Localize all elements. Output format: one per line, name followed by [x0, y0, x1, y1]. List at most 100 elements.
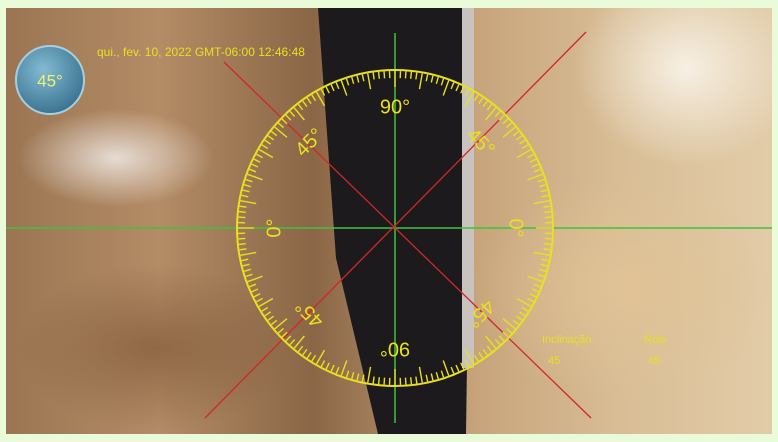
dial-label: 0° [263, 218, 285, 237]
dial-tick [372, 376, 375, 384]
dial-tick [285, 335, 292, 342]
dial-tick [521, 144, 529, 150]
dial-tick [356, 75, 360, 83]
dial-tick [498, 114, 505, 121]
dial-tick [464, 91, 475, 107]
timestamp: qui., fev. 10, 2022 GMT-06:00 12:46:48 [97, 45, 305, 59]
dial-tick [430, 75, 434, 83]
dial-ring [236, 69, 554, 387]
dial-tick [533, 200, 550, 205]
dial-tick [264, 139, 272, 145]
dial-tick [330, 84, 335, 92]
dial-tick [285, 114, 292, 121]
dial-tick [253, 293, 261, 298]
dial-tick [543, 205, 551, 208]
dial-tick [297, 345, 304, 353]
dial-tick [527, 173, 543, 181]
dial-tick [245, 178, 253, 183]
dial-tick [311, 354, 317, 362]
dial-tick [502, 331, 509, 338]
dial-tick [409, 71, 413, 79]
dial-tick [356, 373, 360, 381]
dial-tick [277, 327, 284, 334]
dial-tick [239, 248, 247, 251]
dial-tick [258, 148, 274, 159]
dial-tick [320, 360, 326, 367]
dial-tick [533, 251, 550, 256]
dial-tick [506, 122, 513, 129]
dial-tick [241, 194, 249, 198]
dial-tick [418, 366, 423, 383]
dial-tick [415, 72, 418, 80]
dial-tick [485, 107, 497, 121]
dial-tick [515, 315, 523, 321]
dial-tick [325, 362, 330, 370]
dial-tick [302, 348, 308, 356]
dial-tick [440, 370, 445, 378]
post-edge [462, 8, 474, 368]
dial-tick [240, 251, 257, 256]
dial-tick [527, 153, 534, 159]
dial-tick [460, 362, 465, 370]
dial-tick [537, 178, 545, 183]
dial-tick [494, 110, 501, 117]
dial-tick [335, 366, 340, 374]
dial-tick [482, 348, 488, 356]
readout-label: Rolo [644, 334, 667, 346]
dial-tick [345, 370, 350, 378]
dial-tick [267, 315, 275, 321]
dial-tick [425, 374, 429, 382]
dial-tick [478, 97, 484, 105]
dial-tick [351, 76, 355, 85]
dial-tick [531, 288, 539, 293]
dial-tick [502, 318, 516, 330]
dial-tick [261, 144, 269, 150]
dial-tick [538, 184, 547, 188]
dial-tick [245, 273, 253, 278]
dial-tick [442, 80, 450, 96]
dial-tick [425, 74, 429, 82]
dial-tick [367, 366, 372, 383]
dial-tick [330, 364, 335, 372]
dial-tick [533, 168, 541, 173]
dial-tick [261, 306, 269, 312]
dial-tick [335, 82, 340, 90]
dial-label: 0° [505, 218, 527, 237]
dial-tick [540, 189, 548, 193]
dial-tick [247, 173, 263, 181]
dial-tick [267, 135, 275, 141]
dial-tick [518, 139, 526, 145]
dial-tick [258, 297, 274, 308]
dial-tick [533, 283, 541, 288]
dial-tick [320, 89, 326, 96]
dial-tick [361, 374, 365, 382]
dial-tick [293, 107, 305, 121]
dial-tick [289, 110, 296, 117]
dial-tick [435, 371, 439, 380]
dial-tick [455, 364, 460, 372]
dial-tick [506, 327, 513, 334]
angle-badge[interactable] [15, 45, 85, 115]
dial-tick [473, 354, 479, 362]
dial-tick [293, 335, 305, 349]
dial-tick [238, 242, 246, 246]
dial-tick [253, 158, 261, 163]
dial-tick [486, 103, 493, 111]
dial-tick [274, 318, 288, 330]
dial-tick [377, 377, 381, 385]
readout-value: 45 [648, 355, 660, 367]
dial-tick [311, 94, 317, 102]
dial-tick [240, 200, 257, 205]
dial-tick [274, 126, 288, 138]
dial-tick [315, 349, 326, 365]
dial-tick [251, 163, 259, 168]
dial-tick [473, 94, 479, 102]
dial-label: 45° [291, 295, 328, 332]
dial-tick [529, 158, 537, 163]
dial-tick [256, 297, 263, 303]
dial-tick [238, 210, 246, 214]
readout-label: Inclinação [542, 334, 592, 346]
dial-tick [512, 130, 520, 137]
dial-tick [544, 210, 552, 214]
dial-tick [281, 118, 288, 125]
